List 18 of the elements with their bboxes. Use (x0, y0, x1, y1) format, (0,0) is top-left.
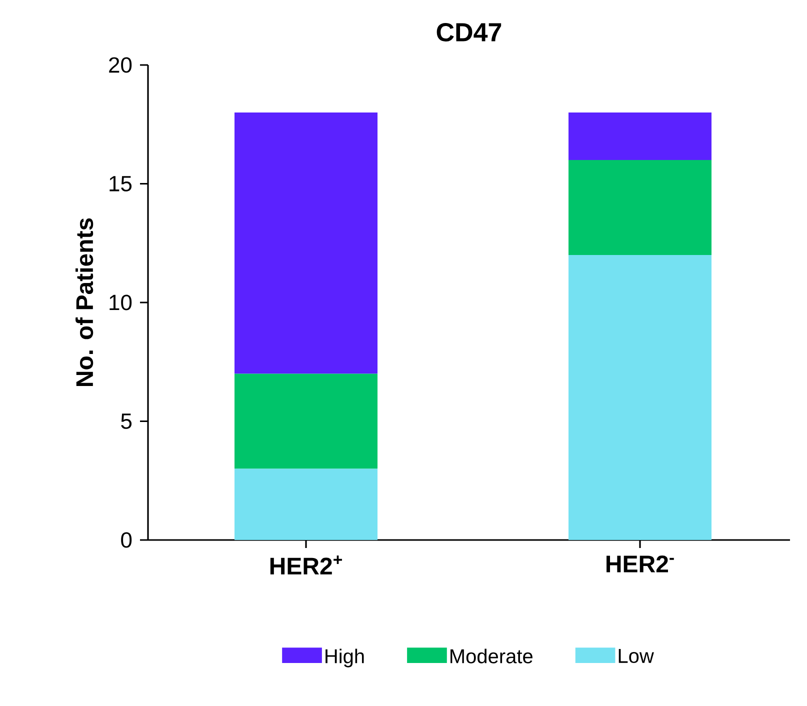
bar (234, 468, 378, 540)
y-tick-label: 20 (109, 57, 132, 73)
bar (568, 112, 712, 160)
bar (234, 374, 378, 469)
y-axis-title: No. of Patients (76, 218, 94, 386)
x-tick-label: HER2$^{+}$ (270, 556, 342, 574)
legend-label: Low (618, 649, 654, 663)
bar (568, 254, 712, 540)
bar (568, 160, 712, 255)
y-tick-label: 5 (121, 414, 132, 429)
legend-label: Moderate (450, 648, 532, 664)
y-tick-label: 10 (110, 294, 132, 310)
y-tick-label: 15 (110, 176, 132, 192)
chart-title: CD47 (436, 23, 502, 42)
legend-label: High (326, 648, 364, 668)
y-tick-label: 0 (121, 532, 132, 548)
x-tick-label: HER2$^{-}$ (606, 556, 674, 572)
bar (234, 112, 378, 374)
